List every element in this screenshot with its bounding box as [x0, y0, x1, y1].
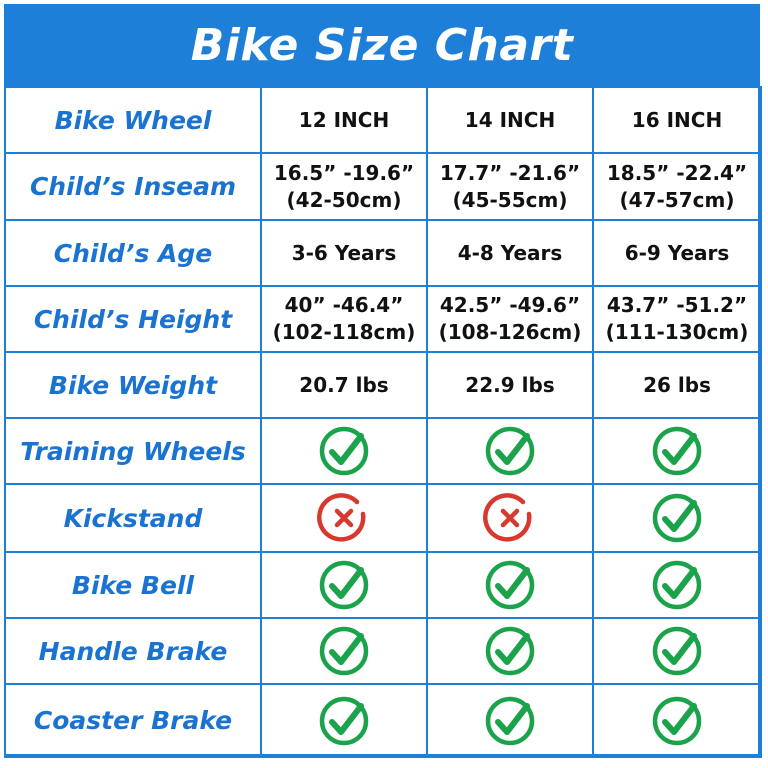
- check-icon: [650, 558, 704, 612]
- table-row: Handle Brake: [4, 617, 762, 685]
- page-title: Bike Size Chart: [4, 4, 760, 86]
- row-label: Child’s Inseam: [4, 152, 262, 221]
- table-cell: 16 INCH: [592, 86, 762, 154]
- table-cell: 40” -46.4” (102-118cm): [260, 285, 428, 353]
- check-icon: [650, 491, 704, 545]
- table-cell: [592, 617, 762, 685]
- table-cell: [260, 417, 428, 485]
- table-row: Bike Bell: [4, 551, 762, 619]
- table-row: Coaster Brake: [4, 683, 762, 758]
- check-icon: [483, 558, 537, 612]
- table-cell: [592, 483, 762, 553]
- table-cell: [426, 683, 594, 758]
- row-label: Bike Bell: [4, 551, 262, 619]
- table-cell: [592, 683, 762, 758]
- check-icon: [317, 694, 371, 748]
- table-cell: 43.7” -51.2” (111-130cm): [592, 285, 762, 353]
- check-icon: [317, 424, 371, 478]
- row-label: Child’s Age: [4, 219, 262, 287]
- table-cell: 16.5” -19.6” (42-50cm): [260, 152, 428, 221]
- table-cell: [426, 483, 594, 553]
- table-cell: 20.7 lbs: [260, 351, 428, 419]
- table-cell: [260, 483, 428, 553]
- row-label: Handle Brake: [4, 617, 262, 685]
- table-cell: 22.9 lbs: [426, 351, 594, 419]
- row-label: Coaster Brake: [4, 683, 262, 758]
- table-cell: [592, 551, 762, 619]
- table-cell: 18.5” -22.4” (47-57cm): [592, 152, 762, 221]
- table-cell: [260, 683, 428, 758]
- check-icon: [483, 694, 537, 748]
- table-row: Kickstand: [4, 483, 762, 553]
- size-chart-table: Bike Wheel 12 INCH 14 INCH 16 INCH Child’s I…: [4, 86, 762, 758]
- table-cell: 3-6 Years: [260, 219, 428, 287]
- row-label: Training Wheels: [4, 417, 262, 485]
- check-icon: [650, 624, 704, 678]
- table-cell: 14 INCH: [426, 86, 594, 154]
- table-cell: [592, 417, 762, 485]
- table-cell: [426, 551, 594, 619]
- cross-icon: [483, 491, 537, 545]
- table-cell: [426, 617, 594, 685]
- check-icon: [317, 624, 371, 678]
- row-label: Bike Wheel: [4, 86, 262, 154]
- check-icon: [317, 558, 371, 612]
- table-row: Child’s Inseam 16.5” -19.6” (42-50cm) 17.7…: [4, 152, 762, 221]
- table-row: Bike Weight 20.7 lbs 22.9 lbs 26 lbs: [4, 351, 762, 419]
- table-cell: 17.7” -21.6” (45-55cm): [426, 152, 594, 221]
- table-row: Child’s Age 3-6 Years 4-8 Years 6-9 Years: [4, 219, 762, 287]
- table-cell: 12 INCH: [260, 86, 428, 154]
- check-icon: [483, 624, 537, 678]
- cross-icon: [317, 491, 371, 545]
- table-cell: 6-9 Years: [592, 219, 762, 287]
- table-row: Child’s Height 40” -46.4” (102-118cm) 42.5…: [4, 285, 762, 353]
- table-cell: [426, 417, 594, 485]
- row-label: Child’s Height: [4, 285, 262, 353]
- check-icon: [650, 424, 704, 478]
- table-row: Training Wheels: [4, 417, 762, 485]
- table-cell: 26 lbs: [592, 351, 762, 419]
- check-icon: [483, 424, 537, 478]
- table-row: Bike Wheel 12 INCH 14 INCH 16 INCH: [4, 86, 762, 154]
- table-cell: 42.5” -49.6” (108-126cm): [426, 285, 594, 353]
- table-cell: [260, 551, 428, 619]
- table-cell: 4-8 Years: [426, 219, 594, 287]
- check-icon: [650, 694, 704, 748]
- table-cell: [260, 617, 428, 685]
- row-label: Kickstand: [4, 483, 262, 553]
- row-label: Bike Weight: [4, 351, 262, 419]
